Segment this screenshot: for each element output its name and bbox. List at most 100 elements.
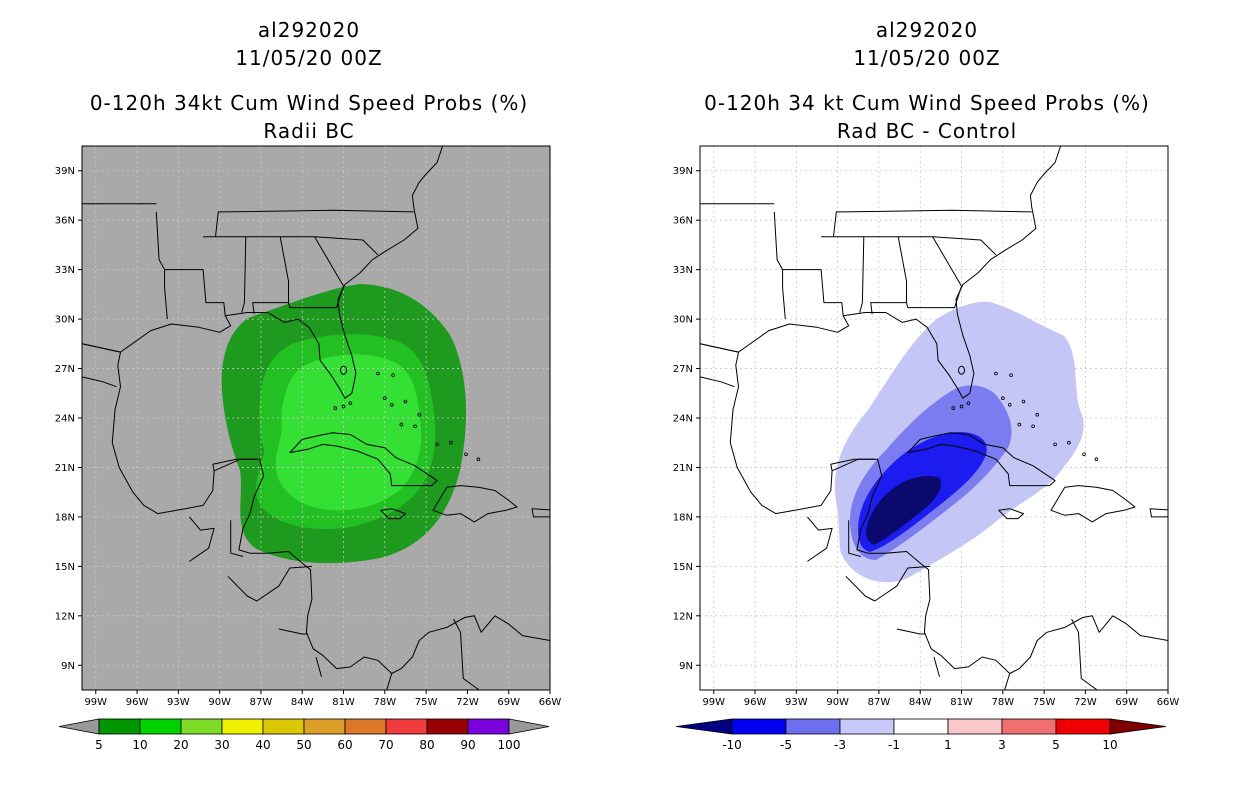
lon-tick-label: 96W bbox=[744, 697, 767, 708]
colorbar-swatch bbox=[221, 718, 264, 735]
political-border bbox=[453, 618, 480, 690]
lat-tick-label: 21N bbox=[55, 463, 75, 474]
political-border bbox=[227, 565, 312, 602]
colorbar-swatch bbox=[785, 718, 841, 735]
colorbar-label: 3 bbox=[998, 738, 1006, 752]
political-border bbox=[230, 520, 244, 557]
coastline-yucatan bbox=[212, 458, 257, 471]
lon-tick-label: 75W bbox=[415, 697, 438, 708]
lon-tick-label: 87W bbox=[868, 697, 891, 708]
island-marker bbox=[1067, 440, 1071, 445]
lon-tick-label: 84W bbox=[909, 697, 932, 708]
colorbar-swatch bbox=[731, 718, 787, 735]
colorbar-label: -10 bbox=[722, 738, 742, 752]
left-map-figure: 39N 36N 33N 30N 27N 24N 21N 18N 15N 12N 9N 99W 96W 93… bbox=[55, 145, 562, 752]
cuba-outline bbox=[289, 432, 438, 487]
lat-tick-label: 27N bbox=[55, 364, 75, 375]
colorbar-swatch bbox=[98, 718, 141, 735]
lake-okeechobee bbox=[340, 365, 348, 375]
island-marker bbox=[464, 452, 468, 457]
colorbar-label: -1 bbox=[888, 738, 900, 752]
lon-tick-label: 72W bbox=[456, 697, 479, 708]
political-border bbox=[82, 376, 117, 388]
lon-tick-label: 69W bbox=[1115, 697, 1138, 708]
island-marker bbox=[399, 422, 404, 427]
political-border bbox=[932, 236, 997, 256]
lon-tick-label: 66W bbox=[539, 697, 562, 708]
colorbar-label: -5 bbox=[780, 738, 792, 752]
political-border bbox=[245, 236, 289, 315]
probability-area-20pct bbox=[275, 354, 422, 511]
island-marker bbox=[966, 401, 971, 405]
subtitle: Radii BC bbox=[263, 119, 355, 143]
coastline-us bbox=[700, 146, 1062, 399]
cuba-outline bbox=[907, 432, 1056, 487]
island-marker bbox=[1017, 422, 1022, 427]
lat-tick-label: 39N bbox=[55, 166, 75, 177]
date-title: 11/05/20 00Z bbox=[235, 46, 383, 70]
colorbar-label: 10 bbox=[1102, 738, 1117, 752]
island-marker bbox=[1031, 424, 1035, 429]
lon-tick-label: 81W bbox=[950, 697, 973, 708]
island-marker bbox=[383, 396, 387, 401]
island-marker bbox=[333, 406, 338, 410]
colorbar-left-arrow bbox=[58, 718, 100, 735]
lon-tick-label: 78W bbox=[992, 697, 1015, 708]
lat-tick-label: 9N bbox=[61, 661, 75, 672]
political-border bbox=[164, 269, 168, 320]
political-border bbox=[782, 269, 786, 320]
colorbar-swatch bbox=[467, 718, 510, 735]
colorbar-label: 5 bbox=[95, 738, 103, 752]
lon-tick-label: 90W bbox=[208, 697, 231, 708]
colorbar-right-arrow bbox=[508, 718, 550, 735]
colorbar-swatch bbox=[139, 718, 182, 735]
colorbar-swatch bbox=[180, 718, 223, 735]
political-border bbox=[782, 269, 844, 316]
right-panel: al292020 11/05/20 00Z 0-120h 34 kt Cum W… bbox=[618, 0, 1236, 800]
political-border bbox=[1071, 618, 1098, 690]
colorbar-swatch bbox=[385, 718, 428, 735]
political-border bbox=[155, 211, 166, 270]
lon-tick-label: 93W bbox=[167, 697, 190, 708]
lon-tick-label: 69W bbox=[497, 697, 520, 708]
island-marker bbox=[413, 424, 417, 429]
island-marker bbox=[403, 399, 408, 404]
lat-tick-label: 15N bbox=[673, 562, 693, 573]
island-marker bbox=[1082, 452, 1086, 457]
political-border bbox=[898, 236, 962, 309]
island-marker bbox=[417, 412, 422, 417]
political-border bbox=[807, 516, 833, 562]
coastline-us bbox=[82, 146, 444, 399]
political-border bbox=[314, 236, 379, 256]
jamaica-outline bbox=[380, 508, 406, 520]
product-title: 0-120h 34 kt Cum Wind Speed Probs (%) bbox=[704, 91, 1150, 115]
political-border bbox=[933, 656, 940, 677]
colorbar-swatch bbox=[947, 718, 1003, 735]
island-marker bbox=[1001, 396, 1005, 401]
political-border bbox=[896, 628, 926, 635]
island-marker bbox=[1009, 373, 1013, 377]
jamaica-outline bbox=[998, 508, 1024, 520]
political-border bbox=[848, 520, 862, 557]
political-border bbox=[821, 236, 865, 313]
lon-tick-label: 96W bbox=[126, 697, 149, 708]
political-border bbox=[215, 209, 414, 237]
lon-tick-label: 90W bbox=[826, 697, 849, 708]
lat-tick-label: 27N bbox=[673, 364, 693, 375]
puerto-rico-outline bbox=[1149, 508, 1168, 518]
colorbar-swatch bbox=[426, 718, 469, 735]
colorbar-label: 80 bbox=[419, 738, 434, 752]
island-marker bbox=[435, 442, 439, 447]
island-marker bbox=[951, 406, 956, 410]
colorbar-label: 10 bbox=[132, 738, 147, 752]
map-content bbox=[700, 146, 1168, 690]
lake-okeechobee bbox=[958, 365, 966, 375]
lat-tick-label: 33N bbox=[673, 265, 693, 276]
hispaniola-outline bbox=[1050, 485, 1136, 523]
island-marker bbox=[1021, 399, 1026, 404]
political-border bbox=[700, 376, 735, 388]
colorbar-label: 60 bbox=[337, 738, 352, 752]
colorbar-label: 90 bbox=[460, 738, 475, 752]
colorbar-swatch bbox=[839, 718, 895, 735]
colorbar-swatch bbox=[1055, 718, 1111, 735]
